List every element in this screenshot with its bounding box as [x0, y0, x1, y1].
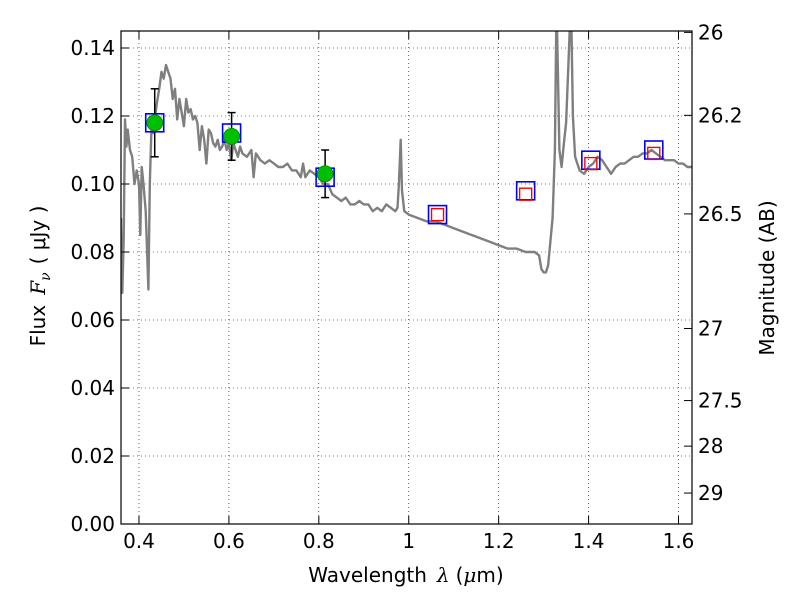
- y-tick-label: 0.00: [70, 512, 115, 536]
- x-tick-label: 1: [402, 529, 415, 553]
- y-axis-label-subscript: ν: [38, 272, 54, 281]
- y-tick-label: 0.12: [70, 104, 115, 128]
- y-tick-label: 0.04: [70, 376, 115, 400]
- nir-flux-square: [430, 207, 445, 222]
- x-tick-label: 1.4: [573, 529, 605, 553]
- y2-axis-ticks: 26 26.2 26.5 27 27.5 28 29: [684, 20, 743, 505]
- x-axis-label-unit-rest: m): [476, 563, 503, 587]
- x-tick-label: 1.2: [483, 529, 515, 553]
- y2-tick-label: 28: [698, 434, 723, 458]
- x-axis-label-symbol: λ: [436, 563, 450, 587]
- y-tick-label: 0.10: [70, 172, 115, 196]
- nir-flux-square: [518, 187, 533, 201]
- observed-flux-point: [316, 165, 334, 183]
- x-axis-label-unit-open: (: [456, 563, 464, 587]
- x-tick-label: 0.8: [303, 529, 335, 553]
- y2-tick-label: 27.5: [698, 389, 743, 413]
- y-axis-label: Flux Fν ( μJy ): [26, 206, 54, 347]
- plot-frame: [120, 30, 693, 525]
- nir-flux-square: [584, 156, 598, 171]
- x-axis-label: Wavelength λ (μm): [308, 563, 503, 587]
- y2-axis-label: Magnitude (AB): [755, 200, 779, 355]
- y-axis-label-symbol: F: [26, 280, 50, 296]
- model-flux-square: [144, 113, 165, 133]
- x-axis-label-text: Wavelength: [308, 563, 427, 587]
- y-tick-label: 0.14: [70, 36, 115, 60]
- x-axis-label-unit-mu: μ: [463, 563, 476, 587]
- y2-tick-label: 26.2: [698, 103, 743, 127]
- observed-flux-point: [223, 127, 241, 145]
- y2-tick-label: 26.5: [698, 202, 743, 226]
- y-axis-label-unit: ( μJy ): [26, 206, 50, 265]
- y2-tick-label: 27: [698, 317, 723, 341]
- y-tick-label: 0.08: [70, 240, 115, 264]
- x-tick-label: 0.6: [213, 529, 245, 553]
- x-axis-ticks: 0.4 0.6 0.8 1 1.2 1.4 1.6: [123, 31, 694, 553]
- x-tick-label: 0.4: [123, 529, 155, 553]
- nir-flux-square: [647, 146, 661, 161]
- model-flux-square: [427, 204, 448, 225]
- observed-flux-point: [146, 114, 164, 132]
- y-axis-ticks: 0.00 0.02 0.04 0.06 0.08 0.10 0.12 0.14: [70, 36, 129, 536]
- y-tick-label: 0.02: [70, 444, 115, 468]
- x-tick-label: 1.6: [663, 529, 695, 553]
- photometry-markers: [144, 88, 664, 225]
- y2-tick-label: 26: [698, 20, 723, 44]
- y-tick-label: 0.06: [70, 308, 115, 332]
- y2-tick-label: 29: [698, 481, 723, 505]
- y-axis-label-text: Flux: [26, 305, 50, 347]
